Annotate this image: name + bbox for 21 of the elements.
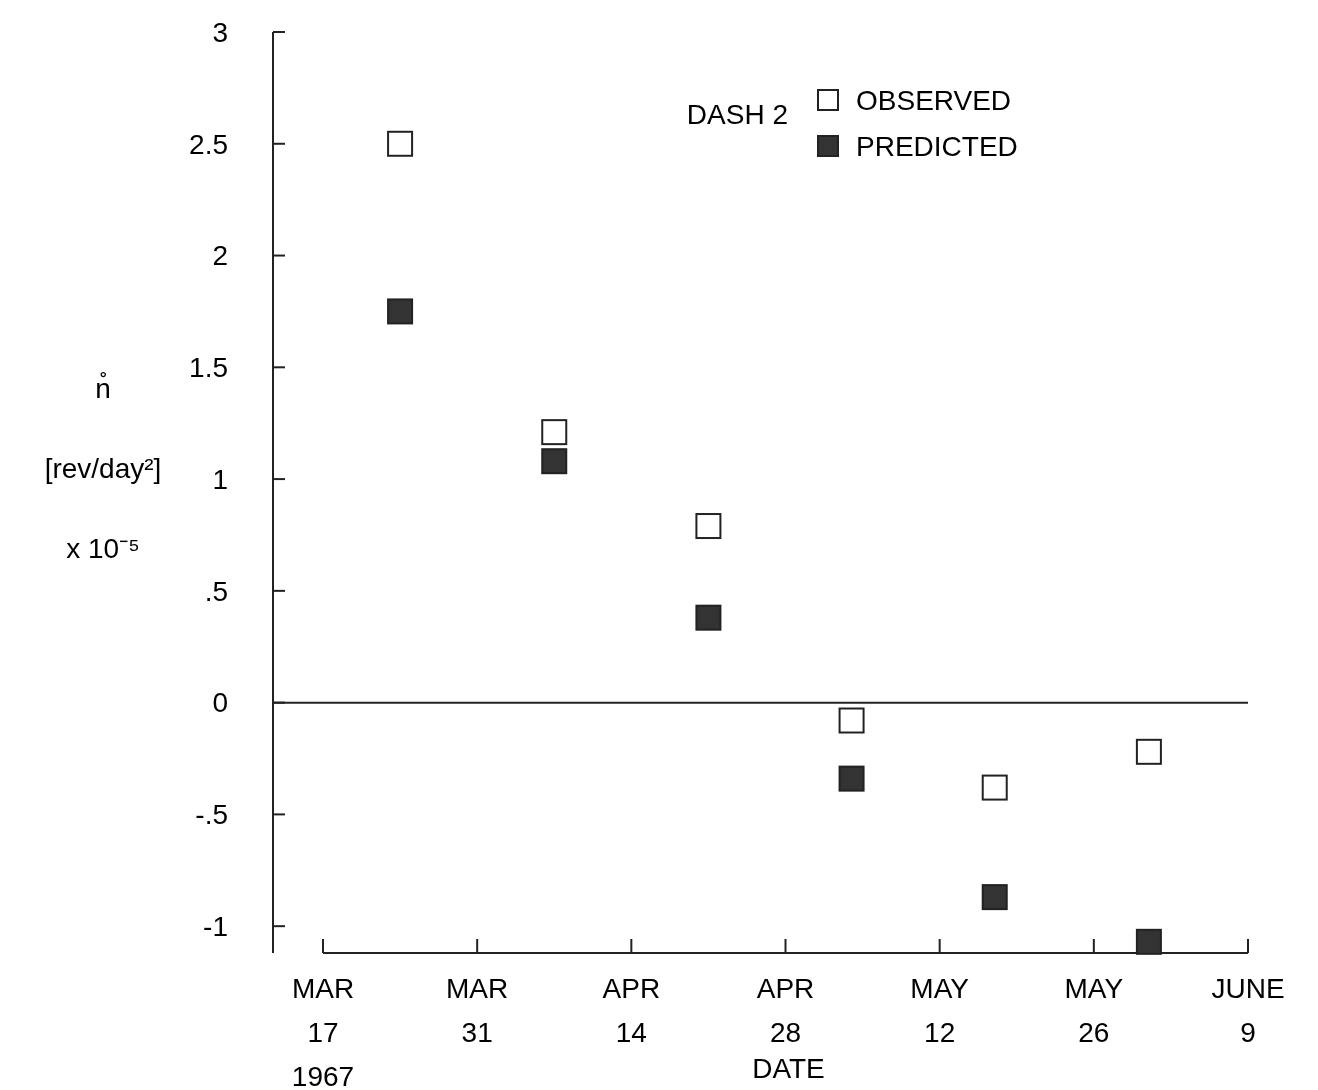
- x-axis-title: DATE: [752, 1053, 825, 1084]
- legend-title: DASH 2: [686, 99, 788, 130]
- y-tick-label: 1.5: [189, 352, 228, 384]
- y-tick-label: .5: [204, 575, 228, 607]
- legend-label: OBSERVED: [856, 84, 1012, 116]
- x-tick-label: MAR 17 1967: [291, 973, 355, 1090]
- y-tick-label: -.5: [195, 799, 228, 831]
- y-tick-label: 1: [212, 463, 228, 495]
- x-tick-label: APR 14: [602, 973, 661, 1048]
- y-tick-label: 0: [212, 687, 228, 719]
- legend-label: PREDICTED: [856, 130, 1018, 162]
- x-tick-label: MAY 26: [1064, 973, 1124, 1048]
- text: n̊ [rev/day²] x 10⁻⁵: [44, 373, 162, 564]
- x-tick-label: APR 28: [756, 973, 815, 1048]
- y-tick-label: -1: [203, 910, 228, 942]
- x-tick-label: MAY 12: [910, 973, 970, 1048]
- x-tick-label: MAR 31: [446, 973, 509, 1048]
- y-tick-label: 3: [212, 16, 228, 48]
- y-tick-label: 2.5: [189, 128, 228, 160]
- y-tick-label: 2: [212, 240, 228, 272]
- x-tick-label: JUNE 9: [1211, 973, 1285, 1048]
